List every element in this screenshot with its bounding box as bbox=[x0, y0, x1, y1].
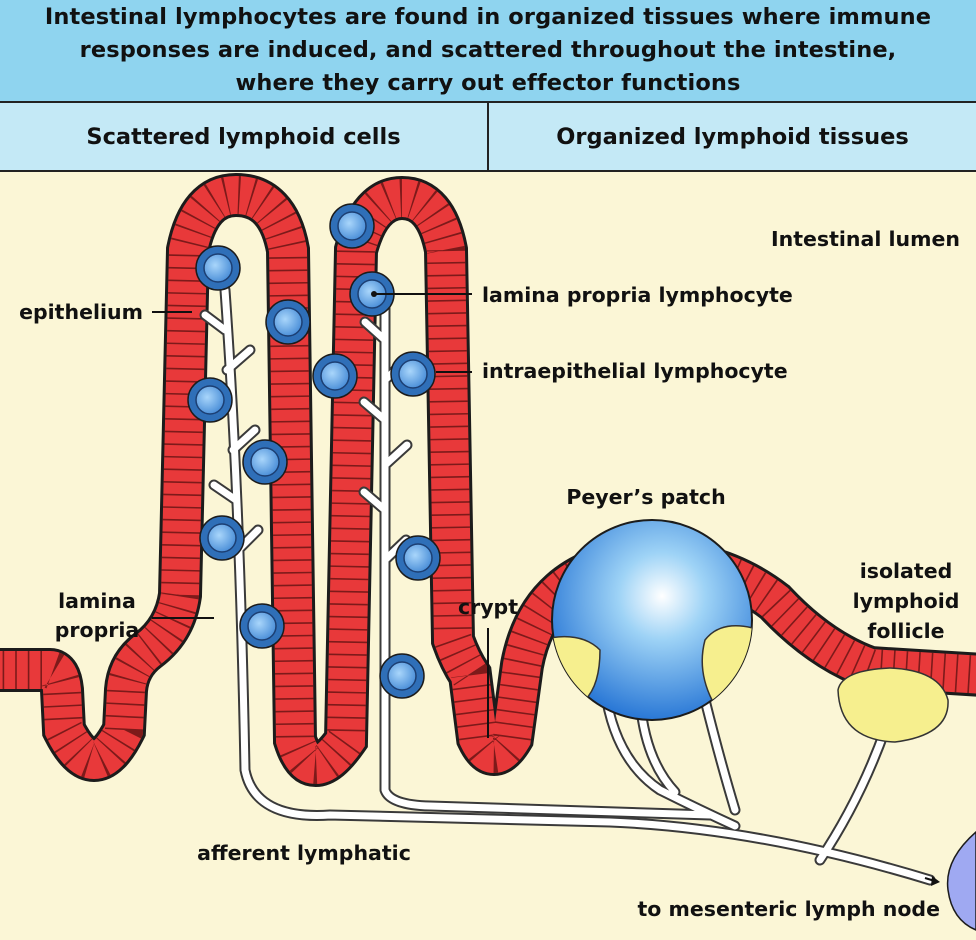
lymphocyte bbox=[199, 515, 245, 561]
lymphocyte bbox=[242, 439, 288, 485]
label-lamina-propria-lymphocyte: lamina propria lymphocyte bbox=[482, 283, 793, 307]
label-lamina-line2: propria bbox=[55, 618, 140, 642]
column-headers: Scattered lymphoid cells Organized lymph… bbox=[0, 103, 976, 172]
label-epithelium: epithelium bbox=[19, 300, 143, 324]
lymphocytes bbox=[187, 203, 441, 699]
lymphocyte bbox=[312, 353, 358, 399]
column-header-scattered: Scattered lymphoid cells bbox=[0, 103, 489, 170]
label-isolated-line2: lymphoid bbox=[853, 589, 960, 613]
leader-lines bbox=[152, 293, 489, 738]
label-crypt: crypt bbox=[458, 595, 518, 619]
pointer-dot bbox=[371, 291, 377, 297]
label-isolated-line1: isolated bbox=[860, 559, 953, 583]
lymphocyte bbox=[187, 377, 233, 423]
arrowhead-icon bbox=[931, 876, 940, 886]
lymphocyte bbox=[379, 653, 425, 699]
label-peyers-patch: Peyer’s patch bbox=[566, 485, 725, 509]
lymphocyte bbox=[395, 535, 441, 581]
figure-title: Intestinal lymphocytes are found in orga… bbox=[44, 4, 932, 96]
lymphocyte bbox=[265, 299, 311, 345]
lymphocyte bbox=[390, 351, 436, 397]
label-afferent-lymphatic: afferent lymphatic bbox=[197, 841, 411, 865]
label-mesenteric-lymph-node: to mesenteric lymph node bbox=[637, 897, 940, 921]
intestine-diagram-svg: Intestinal lumen lamina propria lymphocy… bbox=[0, 172, 976, 940]
column-header-organized: Organized lymphoid tissues bbox=[556, 123, 909, 150]
lymphocyte bbox=[239, 603, 285, 649]
peyers-patch bbox=[551, 519, 753, 721]
lymphocyte bbox=[195, 245, 241, 291]
label-intraepithelial-lymphocyte: intraepithelial lymphocyte bbox=[482, 359, 788, 383]
label-intestinal-lumen: Intestinal lumen bbox=[771, 227, 960, 251]
label-lamina-line1: lamina bbox=[58, 589, 136, 613]
lymphocyte bbox=[329, 203, 375, 249]
intestine-diagram: Intestinal lumen lamina propria lymphocy… bbox=[0, 172, 976, 940]
isolated-follicle-shape bbox=[837, 667, 949, 743]
title-band: Intestinal lymphocytes are found in orga… bbox=[0, 0, 976, 103]
lymph-node-shape bbox=[946, 831, 976, 931]
label-isolated-line3: follicle bbox=[867, 619, 944, 643]
